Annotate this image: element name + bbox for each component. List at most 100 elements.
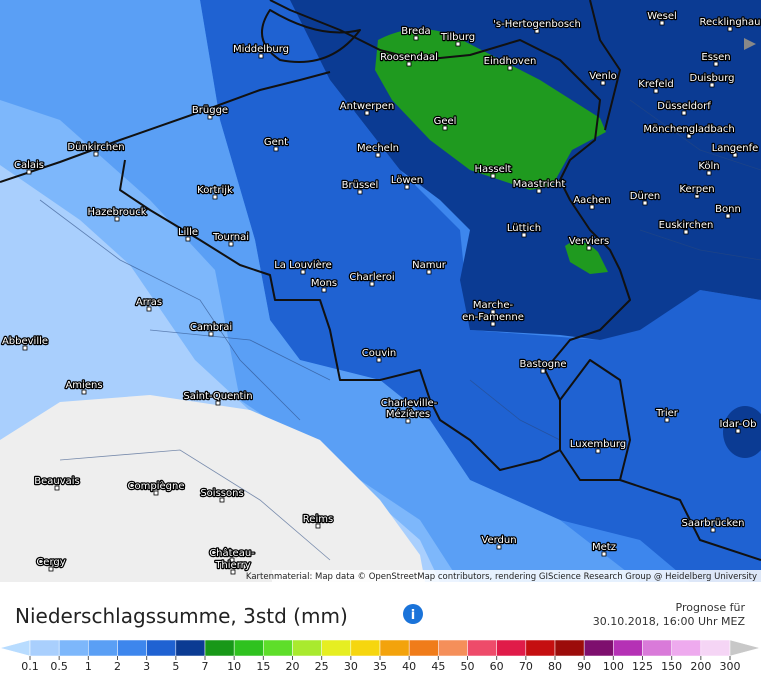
legend-label: 60 bbox=[490, 660, 504, 673]
city-marker bbox=[406, 61, 412, 67]
city-marker bbox=[273, 146, 279, 152]
city-label: Brügge bbox=[192, 105, 228, 116]
city-label: Château- bbox=[209, 547, 255, 559]
legend-label: 200 bbox=[690, 660, 711, 673]
legend-label: 1 bbox=[85, 660, 92, 673]
city-marker bbox=[321, 287, 327, 293]
info-icon[interactable]: i bbox=[403, 604, 423, 624]
city-marker bbox=[725, 213, 731, 219]
legend-swatch bbox=[438, 639, 468, 657]
city-label: Recklinghau bbox=[700, 17, 761, 28]
city-label: Langenfe bbox=[712, 143, 759, 154]
legend-swatch bbox=[117, 639, 147, 657]
city-marker bbox=[426, 269, 432, 275]
city-label: Charleville- bbox=[381, 398, 438, 409]
city-marker bbox=[653, 88, 659, 94]
legend-label: 5 bbox=[172, 660, 179, 673]
no-precip-area bbox=[0, 395, 425, 582]
city-marker bbox=[586, 245, 592, 251]
city-label: 's-Hertogenbosch bbox=[493, 19, 581, 30]
city-marker bbox=[589, 204, 595, 210]
legend-swatch bbox=[613, 639, 643, 657]
city-label: Gent bbox=[264, 137, 288, 148]
legend-swatch bbox=[58, 639, 89, 657]
city-marker bbox=[315, 523, 321, 529]
city-label: Brüssel bbox=[342, 180, 379, 191]
legend-swatch bbox=[583, 639, 614, 657]
legend-swatch bbox=[175, 639, 206, 657]
city-label: Breda bbox=[401, 26, 430, 37]
city-marker bbox=[595, 448, 601, 454]
map: Middelburg Breda Tilburg 's-Hertogenbosch We… bbox=[0, 0, 761, 582]
legend-label: 2 bbox=[114, 660, 121, 673]
legend-label: 15 bbox=[256, 660, 270, 673]
city-label: Couvin bbox=[362, 348, 396, 359]
legend-label: 45 bbox=[431, 660, 445, 673]
city-label: Tournai bbox=[212, 232, 249, 243]
city-marker bbox=[727, 26, 733, 32]
city-marker bbox=[540, 368, 546, 374]
city-label: Charleroi bbox=[349, 272, 394, 283]
legend-swatch bbox=[671, 639, 702, 657]
city-marker bbox=[534, 28, 540, 34]
legend-label: 10 bbox=[227, 660, 241, 673]
city-marker bbox=[146, 306, 152, 312]
legend-arrow bbox=[0, 639, 31, 657]
legend-swatch bbox=[146, 639, 177, 657]
city-label: Bastogne bbox=[519, 359, 566, 370]
city-label: Düren bbox=[630, 191, 660, 202]
city-marker bbox=[732, 152, 738, 158]
city-marker bbox=[22, 345, 28, 351]
legend-label: 20 bbox=[286, 660, 300, 673]
legend-label: 150 bbox=[661, 660, 682, 673]
city-label: Bonn bbox=[715, 204, 741, 215]
legend-swatch bbox=[350, 639, 381, 657]
info-circle[interactable] bbox=[403, 604, 423, 624]
city-marker bbox=[413, 35, 419, 41]
city-label: Krefeld bbox=[638, 79, 673, 90]
city-label: Köln bbox=[698, 161, 719, 172]
city-label: Wesel bbox=[647, 11, 677, 22]
country-border bbox=[119, 0, 631, 471]
city-marker bbox=[369, 281, 375, 287]
city-label: en-Famenne bbox=[462, 312, 524, 323]
city-marker bbox=[490, 321, 496, 327]
city-marker bbox=[694, 193, 700, 199]
city-marker bbox=[713, 61, 719, 67]
city-label: Thierry bbox=[214, 560, 250, 571]
city-label: Calais bbox=[14, 160, 44, 171]
city-marker bbox=[406, 407, 412, 413]
info-glyph[interactable]: i bbox=[411, 608, 415, 623]
city-label: Mönchengladbach bbox=[643, 124, 734, 135]
city-label: Duisburg bbox=[690, 73, 735, 84]
city-marker bbox=[710, 527, 716, 533]
city-marker bbox=[455, 41, 461, 47]
city-label: Compiègne bbox=[128, 480, 185, 492]
city-marker bbox=[642, 200, 648, 206]
city-marker bbox=[207, 114, 213, 120]
legend-swatch bbox=[263, 639, 293, 657]
attribution: Kartenmaterial: Map data © OpenStreetMap… bbox=[246, 572, 757, 582]
legend-swatch bbox=[88, 639, 118, 657]
city-marker bbox=[228, 241, 234, 247]
legend-swatch bbox=[292, 639, 322, 657]
attribution-bg bbox=[272, 570, 761, 582]
city-marker bbox=[405, 418, 411, 424]
legend-title: Niederschlagssumme, 3std (mm) bbox=[15, 604, 348, 628]
legend-swatch bbox=[467, 639, 497, 657]
city-label: Arras bbox=[136, 297, 162, 308]
precip-area bbox=[565, 241, 608, 274]
nav-arrow[interactable] bbox=[744, 38, 756, 50]
city-label: Geel bbox=[434, 116, 457, 127]
city-label: Verviers bbox=[569, 236, 610, 247]
city-label: Lille bbox=[178, 227, 198, 238]
city-marker bbox=[81, 389, 87, 395]
city-label: Cergy bbox=[36, 557, 65, 568]
legend-label: 80 bbox=[548, 660, 562, 673]
city-label: Essen bbox=[701, 52, 730, 63]
city-marker bbox=[375, 152, 381, 158]
city-label: Düsseldorf bbox=[657, 101, 711, 112]
city-label: Eindhoven bbox=[484, 56, 537, 67]
legend-label: 25 bbox=[315, 660, 329, 673]
city-label: Kortrijk bbox=[197, 185, 233, 196]
